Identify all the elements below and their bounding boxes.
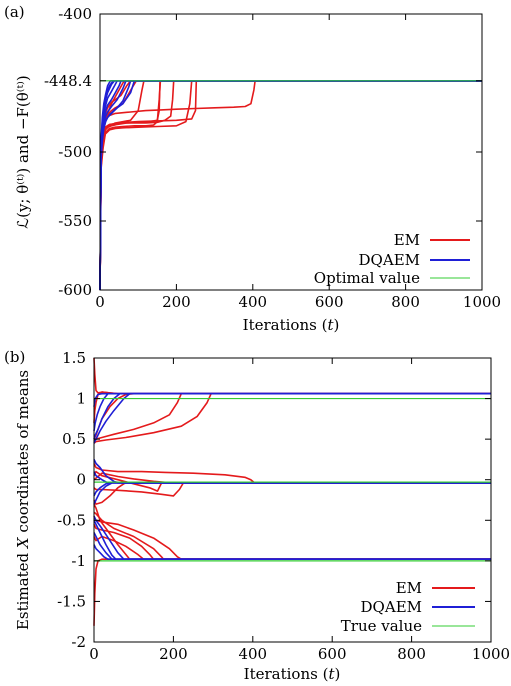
x-tick-label: 200: [159, 645, 188, 663]
series-line-em-5: [93, 463, 491, 484]
x-tick-label: 600: [315, 293, 344, 311]
series-line-em-1: [93, 391, 491, 423]
series-line-dqaem-24: [93, 519, 491, 561]
series-line-em-0: [99, 80, 482, 291]
legend-b-em-label: EM: [396, 579, 422, 597]
legend-b-true-label: True value: [341, 617, 422, 635]
legend-a-optimal-label: Optimal value: [314, 269, 420, 287]
series-line-em-13: [93, 503, 491, 561]
series-line-dqaem-25: [93, 532, 491, 561]
series-line-dqaem-12: [99, 80, 482, 291]
legend-a-dqaem-label: DQAEM: [359, 251, 420, 269]
panel-b-label: (b): [4, 348, 25, 366]
y-tick-label: -400: [58, 5, 92, 23]
panel-a-y-axis-label: ℒ(y; θ⁽ᵗ⁾) and −F(θ⁽ᵗ⁾): [14, 75, 32, 228]
x-tick-label: 0: [89, 645, 99, 663]
panel-b-frame: [93, 357, 492, 643]
series-line-dqaem-23: [93, 481, 491, 497]
series-line-em-4: [93, 392, 491, 444]
y-tick-label: -448.4: [44, 72, 92, 90]
series-line-em-7: [99, 80, 482, 291]
series-line-em-9: [99, 80, 482, 291]
panel-a-frame: [99, 13, 483, 291]
y-tick-label: -500: [58, 143, 92, 161]
y-tick-label: -550: [58, 212, 92, 230]
series-line-dqaem-14: [99, 80, 482, 291]
panel-a-label: (a): [4, 3, 25, 21]
series-line-em-2: [99, 80, 482, 291]
series-line-em-6: [99, 80, 482, 291]
x-tick-label: 800: [397, 645, 426, 663]
x-tick-label: 0: [95, 293, 105, 311]
series-line-em-0: [93, 357, 491, 395]
series-line-dqaem-17: [93, 392, 491, 440]
series-line-dqaem-26: [93, 544, 491, 561]
panel-a-legend: EM DQAEM Optimal value: [314, 231, 470, 287]
x-tick-label: 600: [318, 645, 347, 663]
series-line-em-11: [93, 523, 491, 561]
x-tick-label: 1000: [472, 645, 510, 663]
y-tick-label: 1.5: [62, 349, 86, 367]
panel-b-legend: EM DQAEM True value: [341, 579, 475, 635]
series-line-em-4: [99, 80, 482, 291]
x-tick-label: 1000: [463, 293, 501, 311]
x-tick-label: 200: [162, 293, 191, 311]
series-line-em-3: [93, 392, 491, 442]
panel-b-x-axis-label: Iterations (t): [244, 665, 341, 683]
y-tick-label: 1: [76, 390, 86, 408]
y-tick-label: -600: [58, 281, 92, 299]
legend-a-em-label: EM: [394, 231, 420, 249]
series-line-em-14: [93, 511, 491, 561]
y-tick-label: -0.5: [57, 511, 86, 529]
series-line-dqaem-16: [99, 80, 482, 291]
y-tick-label: 0: [76, 471, 86, 489]
panel-a-x-axis-label: Iterations (t): [243, 316, 340, 334]
x-tick-label: 400: [238, 293, 267, 311]
series-line-dqaem-13: [99, 80, 482, 291]
series-line-em-3: [99, 80, 482, 291]
series-line-em-9: [93, 472, 491, 484]
x-tick-label: 400: [238, 645, 267, 663]
series-line-em-1: [99, 80, 482, 291]
y-tick-label: -1.5: [57, 592, 86, 610]
y-tick-label: 0.5: [62, 430, 86, 448]
series-line-em-10: [93, 515, 491, 561]
legend-b-dqaem-label: DQAEM: [361, 598, 422, 616]
series-line-dqaem-10: [99, 80, 482, 291]
x-tick-label: 800: [391, 293, 420, 311]
panel-b-y-axis-label: Estimated X coordinates of means: [14, 370, 32, 630]
series-line-em-8: [99, 80, 482, 291]
series-line-dqaem-18: [93, 392, 491, 444]
series-line-dqaem-17: [99, 80, 482, 291]
series-line-dqaem-16: [93, 392, 491, 432]
series-line-em-5: [99, 80, 482, 291]
series-line-dqaem-11: [99, 80, 482, 291]
panel-a: (a) 0 200 400 600 800 1000 -600 -550 -500 -448.4…: [4, 3, 501, 334]
series-line-em-15: [93, 558, 491, 626]
y-tick-label: -1: [71, 552, 86, 570]
series-line-dqaem-15: [99, 80, 482, 291]
y-tick-label: -2: [71, 633, 86, 651]
series-line-dqaem-19: [93, 392, 491, 407]
panel-b: (b) 0 200 400 600 800 1000 -2 -1.5 -1 -0.5 0 0.5 1 1…: [4, 348, 510, 683]
